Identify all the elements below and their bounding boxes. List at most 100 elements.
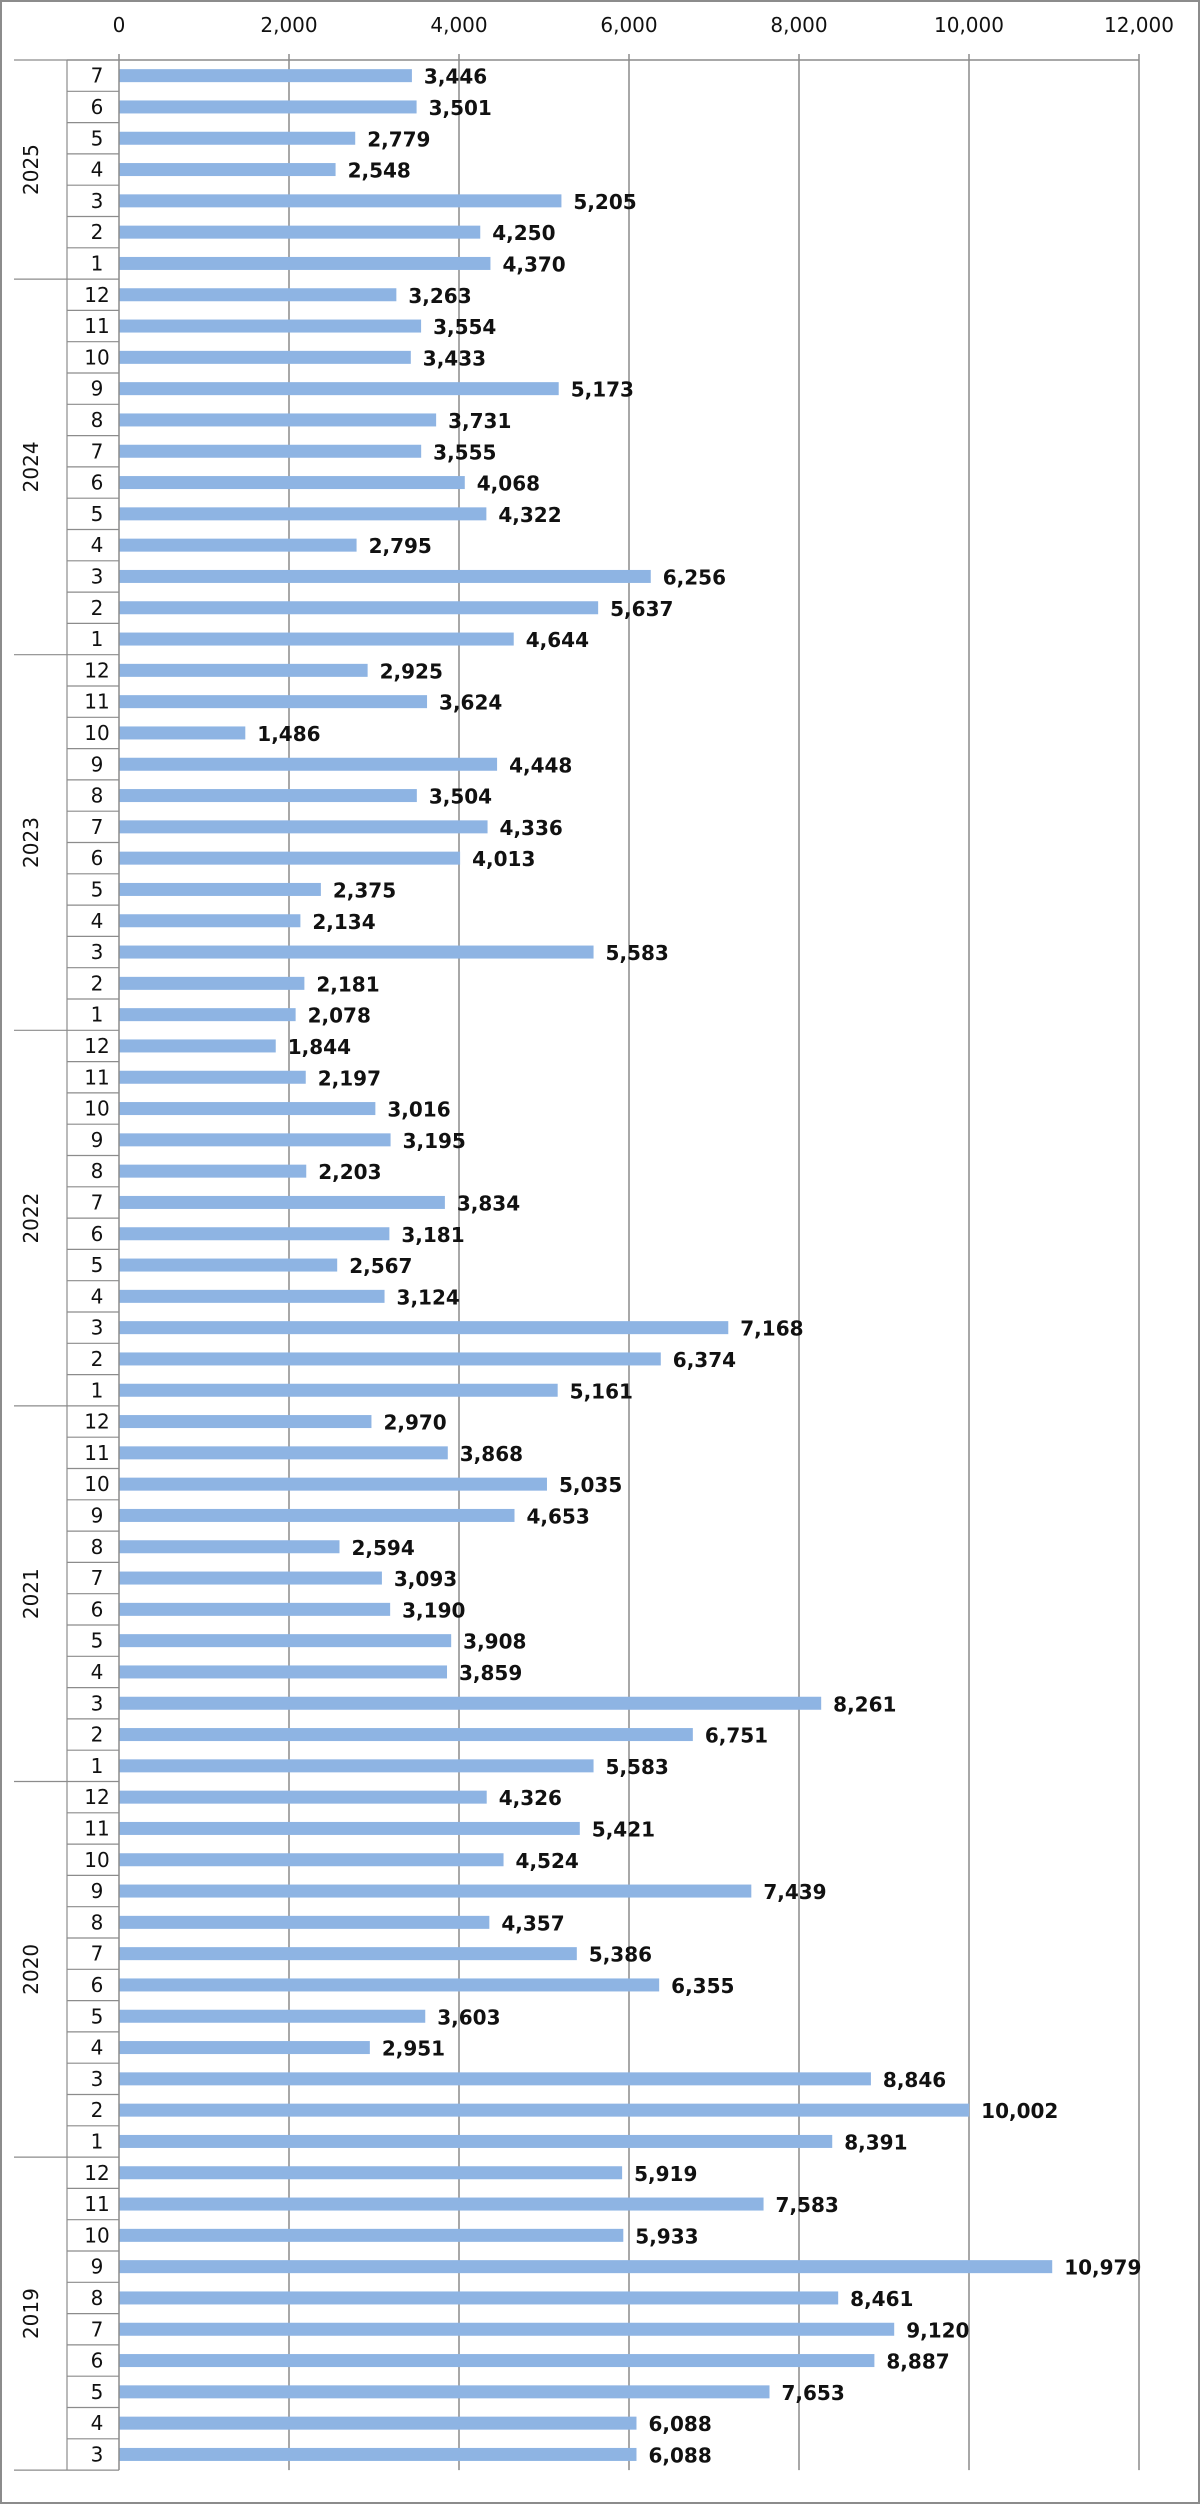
month-label: 10 [84,345,109,369]
data-label: 5,583 [606,941,669,965]
data-label: 2,779 [367,127,430,151]
month-label: 2 [91,596,104,620]
bar [119,851,461,865]
month-label: 1 [91,2129,104,2153]
data-label: 5,583 [606,1755,669,1779]
data-label: 3,190 [402,1598,465,1622]
bar [119,69,412,83]
bar [119,882,321,896]
bar [119,319,422,333]
data-label: 4,653 [527,1504,590,1528]
data-label: 8,391 [844,2130,907,2154]
data-label: 5,637 [610,597,673,621]
bar [119,2322,895,2336]
bar [119,2447,637,2461]
data-label: 4,322 [498,503,561,527]
bar [119,2166,623,2180]
month-label: 1 [91,627,104,651]
bar [119,2041,370,2055]
data-label: 9,120 [906,2318,969,2342]
bar [119,1039,276,1053]
month-label: 12 [84,658,109,682]
month-label: 9 [91,1503,104,1527]
data-label: 2,548 [348,159,411,183]
month-label: 9 [91,2255,104,2279]
bar [119,1540,340,1554]
month-label: 3 [91,2067,104,2091]
data-label: 2,078 [308,1004,371,1028]
month-label: 4 [91,1284,104,1308]
bar [119,194,562,208]
data-label: 10,979 [1064,2256,1141,2280]
bar [119,1102,376,1116]
data-label: 1,486 [257,722,320,746]
data-label: 8,887 [886,2350,949,2374]
data-label: 5,035 [559,1473,622,1497]
bar [119,1821,580,1835]
bar [119,663,368,677]
bar [119,2072,871,2086]
month-label: 7 [91,2317,104,2341]
data-label: 2,795 [369,534,432,558]
month-label: 2 [91,2098,104,2122]
data-label: 3,603 [437,2005,500,2029]
data-label: 6,088 [648,2412,711,2436]
data-label: 3,433 [423,346,486,370]
bar [119,444,422,458]
data-label: 4,250 [492,221,555,245]
month-label: 12 [84,2161,109,2185]
month-label: 11 [84,1816,109,1840]
bar [119,1947,577,1961]
year-label: 2019 [19,2288,43,2339]
bar [119,2354,875,2368]
month-label: 10 [84,1848,109,1872]
data-label: 4,336 [500,816,563,840]
month-label: 5 [91,502,104,526]
bar [119,820,488,834]
month-label: 11 [84,1065,109,1089]
month-label: 7 [91,64,104,88]
data-label: 2,594 [351,1536,414,1560]
bar [119,2009,426,2023]
data-label: 3,195 [403,1129,466,1153]
bar [119,1571,382,1585]
bar [119,1070,306,1084]
bar [119,569,651,583]
bar [119,476,465,490]
month-label: 6 [91,471,104,495]
bar [119,225,481,239]
month-label: 1 [91,251,104,275]
year-label: 2024 [19,441,43,492]
bar [119,789,417,803]
month-label: 8 [91,1159,104,1183]
year-label: 2025 [19,144,43,195]
month-label: 3 [91,1316,104,1340]
data-label: 4,357 [501,1911,564,1935]
data-label: 3,504 [429,785,492,809]
bar [119,726,246,740]
x-tick-label: 6,000 [600,13,657,37]
bar [119,1978,660,1992]
data-label: 5,421 [592,1817,655,1841]
data-label: 3,181 [401,1223,464,1247]
month-label: 6 [91,1973,104,1997]
data-label: 5,205 [573,190,636,214]
month-label: 11 [84,2192,109,2216]
month-label: 9 [91,1128,104,1152]
bar [119,2416,637,2430]
data-label: 2,134 [312,910,375,934]
bar [119,1728,693,1742]
bar [119,1383,558,1397]
month-label: 8 [91,2286,104,2310]
bar [119,382,559,396]
data-label: 2,970 [383,1411,446,1435]
bar [119,1227,390,1241]
bar [119,1696,822,1710]
x-tick-label: 0 [113,13,126,37]
month-label: 3 [91,1691,104,1715]
month-label: 5 [91,877,104,901]
data-label: 6,088 [648,2443,711,2467]
data-label: 3,555 [433,440,496,464]
month-label: 1 [91,1003,104,1027]
